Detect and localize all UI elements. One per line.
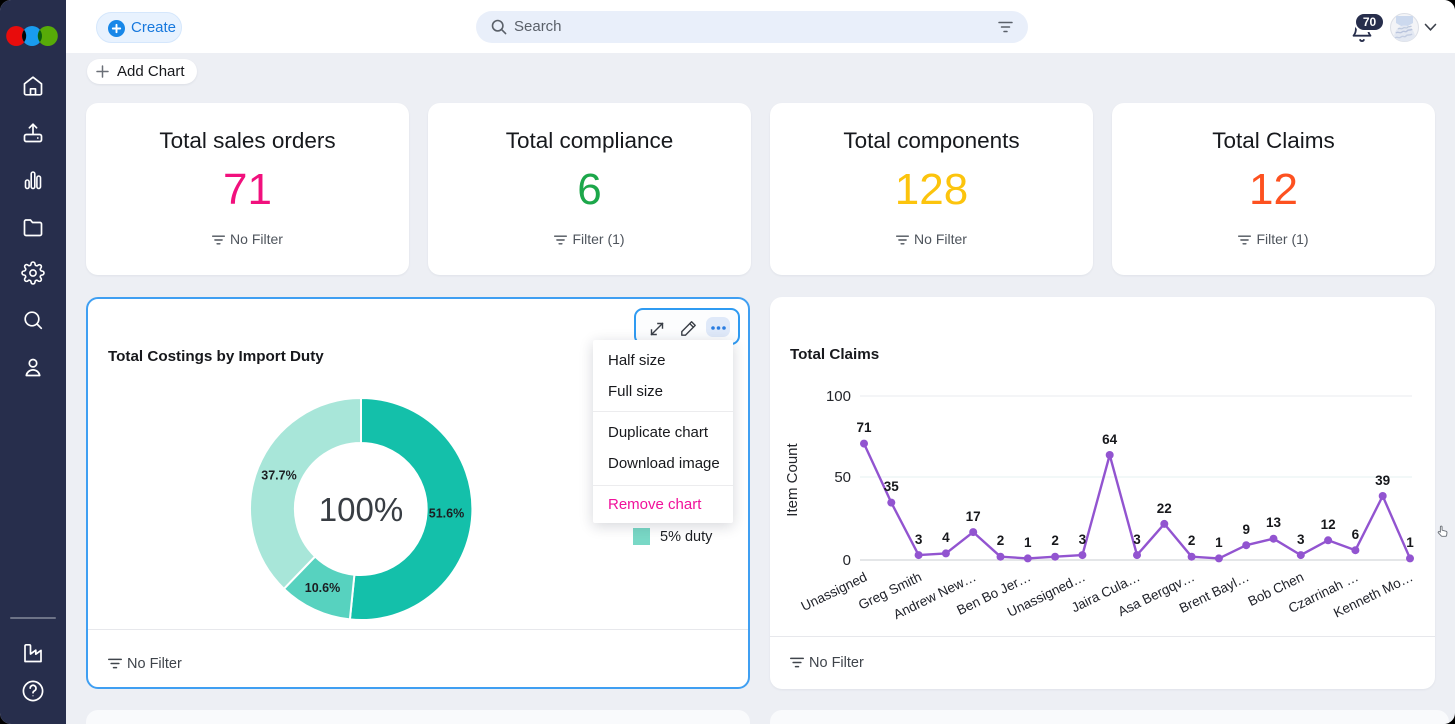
svg-text:1: 1 [1024, 535, 1032, 550]
svg-text:13: 13 [1266, 515, 1282, 530]
svg-text:3: 3 [1297, 532, 1305, 547]
svg-text:64: 64 [1102, 432, 1118, 447]
svg-text:9: 9 [1242, 522, 1250, 537]
svg-text:2: 2 [997, 533, 1005, 548]
svg-text:5% duty: 5% duty [660, 529, 713, 545]
svg-text:39: 39 [1375, 473, 1390, 488]
svg-text:100: 100 [826, 388, 851, 405]
svg-text:Item Count: Item Count [784, 442, 801, 516]
svg-text:37.7%: 37.7% [261, 468, 296, 482]
svg-text:2: 2 [1188, 533, 1196, 548]
svg-text:0: 0 [843, 552, 851, 569]
svg-text:3: 3 [1133, 532, 1141, 547]
svg-text:12: 12 [1321, 517, 1336, 532]
svg-text:6: 6 [1352, 527, 1360, 542]
svg-text:3: 3 [1079, 532, 1087, 547]
svg-text:3: 3 [915, 532, 923, 547]
svg-text:50: 50 [834, 469, 851, 486]
svg-text:22: 22 [1157, 501, 1172, 516]
svg-text:Unassigned: Unassigned [799, 569, 870, 614]
svg-text:1: 1 [1406, 535, 1414, 550]
svg-text:2: 2 [1051, 533, 1059, 548]
svg-text:35: 35 [884, 479, 900, 494]
svg-text:51.6%: 51.6% [429, 507, 464, 521]
svg-text:17: 17 [966, 509, 981, 524]
svg-text:10.6%: 10.6% [305, 581, 340, 595]
svg-text:100%: 100% [319, 491, 403, 528]
svg-text:1: 1 [1215, 535, 1223, 550]
svg-text:4: 4 [942, 530, 950, 545]
svg-text:71: 71 [856, 420, 872, 435]
